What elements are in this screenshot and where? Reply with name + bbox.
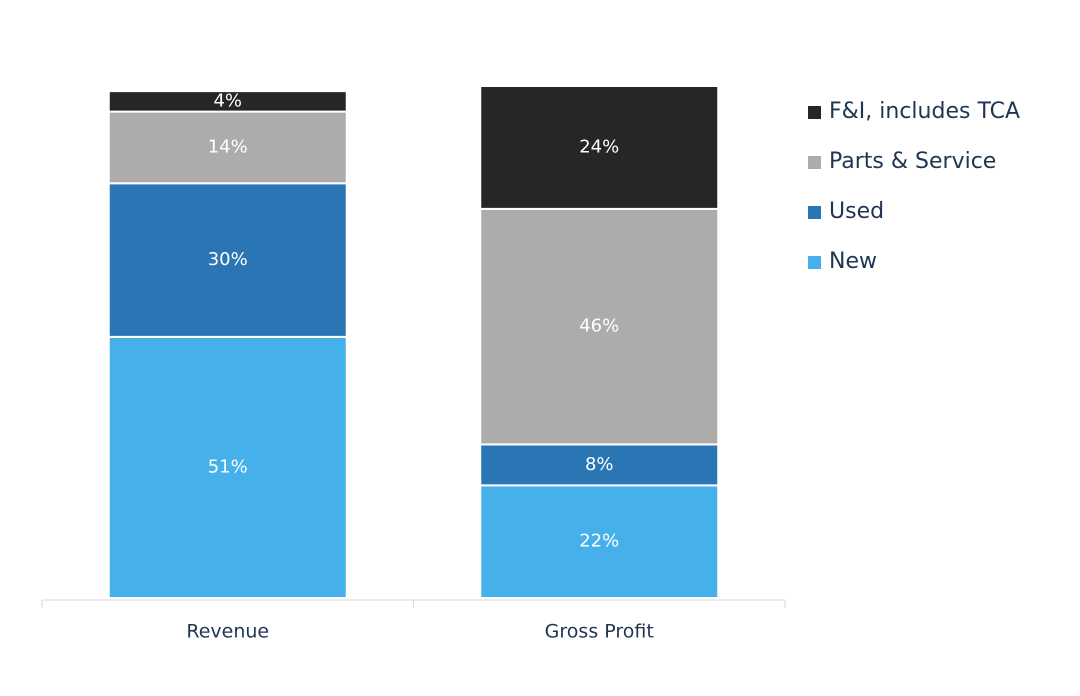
x-tick-label: Gross Profit bbox=[545, 621, 654, 643]
bar-segment bbox=[479, 484, 720, 599]
legend-swatch bbox=[808, 106, 821, 119]
bar-segment bbox=[479, 85, 720, 210]
bar-segment bbox=[107, 90, 348, 113]
legend-label: New bbox=[829, 249, 877, 274]
bar-segment bbox=[479, 207, 720, 446]
x-tick-label: Revenue bbox=[186, 621, 269, 643]
legend-label: F&I, includes TCA bbox=[829, 99, 1020, 124]
data-label: 8% bbox=[585, 454, 614, 475]
data-label: 14% bbox=[208, 136, 248, 157]
legend-swatch bbox=[808, 256, 821, 269]
legend-label: Used bbox=[829, 199, 884, 224]
bar-segment bbox=[107, 335, 348, 599]
data-label: 46% bbox=[579, 316, 619, 337]
bar-segment bbox=[107, 182, 348, 338]
legend-label: Parts & Service bbox=[829, 149, 996, 174]
data-label: 22% bbox=[579, 531, 619, 552]
data-label: 4% bbox=[213, 90, 242, 111]
bar-segment bbox=[479, 443, 720, 487]
data-label: 30% bbox=[208, 249, 248, 270]
legend-swatch bbox=[808, 156, 821, 169]
data-label: 24% bbox=[579, 136, 619, 157]
legend-swatch bbox=[808, 206, 821, 219]
data-label: 51% bbox=[208, 456, 248, 477]
